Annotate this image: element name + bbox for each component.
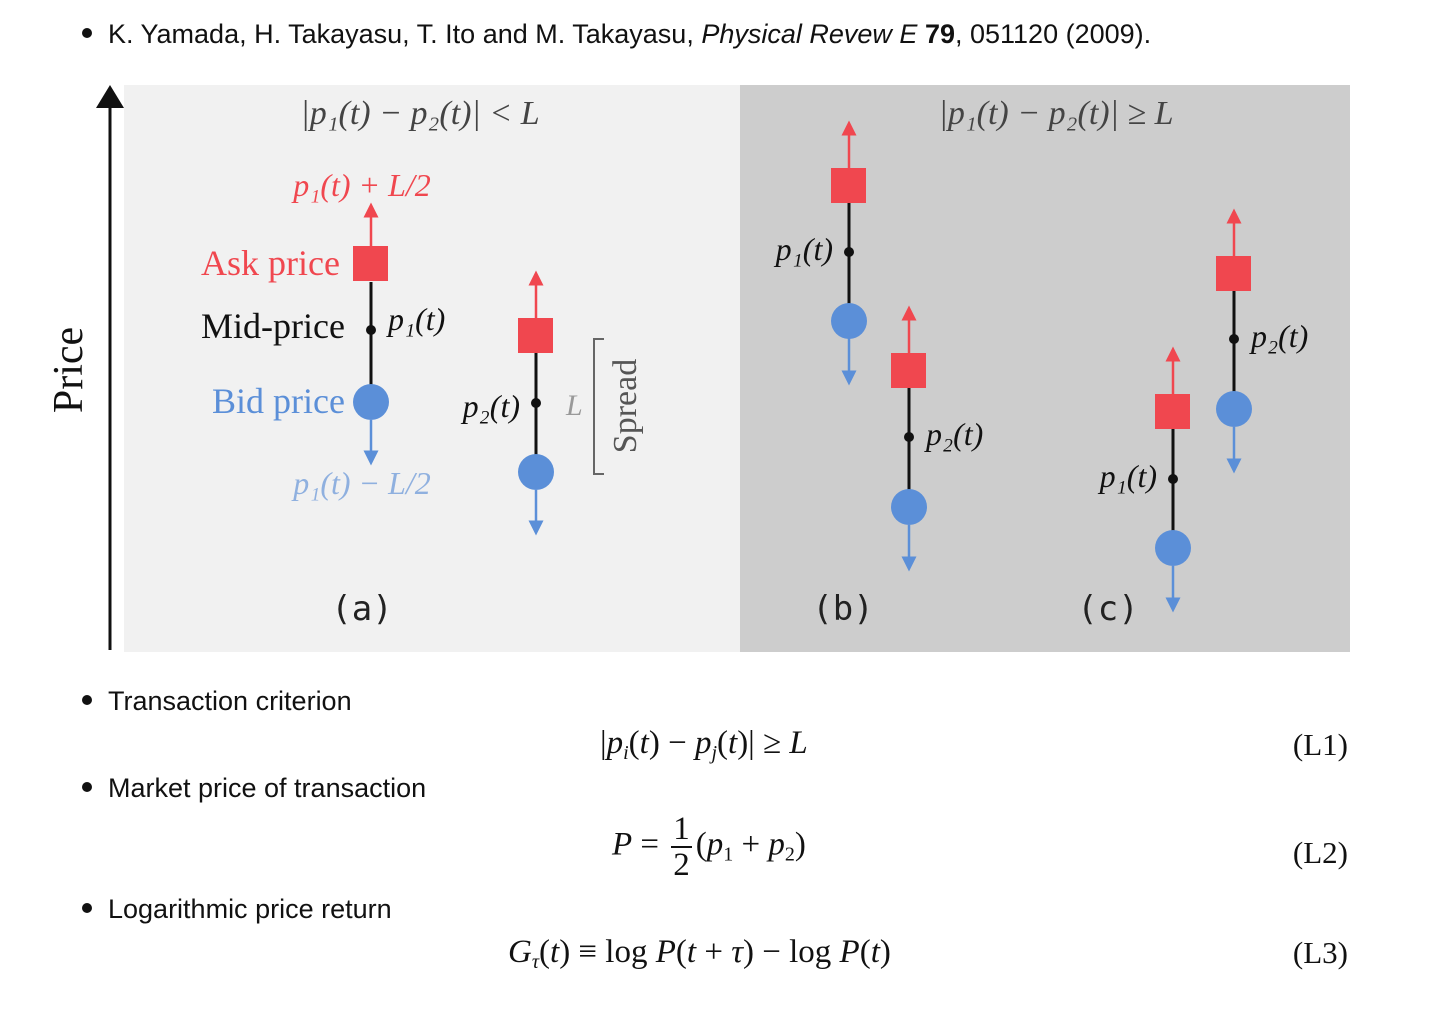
price-axis-label: Price <box>46 327 92 413</box>
bullet-dot <box>82 902 92 913</box>
bid-circle-c1 <box>1155 530 1191 566</box>
equation-number-L1: (L1) <box>1292 727 1348 762</box>
bullet-market-price: Market price of transaction <box>82 773 426 804</box>
p1-label-a: p₁(t) <box>386 301 445 337</box>
p2-label-c: p₂(t) <box>1249 318 1308 354</box>
reference-volume: 79 <box>924 19 955 49</box>
reference-rest: , 051120 (2009). <box>954 19 1152 49</box>
bid-price-label: Bid price <box>212 381 345 421</box>
bid-circle-b1 <box>831 303 867 339</box>
bid-circle-a2 <box>518 454 554 490</box>
bullet-dot <box>82 781 92 792</box>
equation-L2: P = 1 2 (p1 + p2) <box>612 811 806 883</box>
p2-label-a: p₂(t) <box>461 388 520 424</box>
reference-authors: K. Yamada, H. Takayasu, T. Ito and M. Ta… <box>108 19 702 49</box>
equation-L1: |pi(t) − pj(t)| ≥ L <box>600 725 808 764</box>
bid-circle-a1 <box>353 384 389 420</box>
ask-square-a2 <box>518 318 553 353</box>
panel-a-background <box>124 85 740 652</box>
equation-number-L3: (L3) <box>1292 935 1348 970</box>
ask-square-a1 <box>353 246 388 281</box>
bullet-log-return: Logarithmic price return <box>82 894 392 925</box>
ask-square-b1 <box>831 168 866 203</box>
p1-label-c: p₁(t) <box>1098 458 1157 494</box>
equation-number-L2: (L2) <box>1292 835 1348 870</box>
p2-label-b: p₂(t) <box>924 416 983 452</box>
spread-label: Spread <box>607 359 644 453</box>
mid-dot-c2 <box>1229 334 1239 344</box>
ask-square-c1 <box>1155 394 1190 429</box>
upper-bound-label: p₁(t) + L/2 <box>291 167 431 203</box>
mid-dot-b1 <box>844 247 854 257</box>
p1-label-b: p₁(t) <box>774 231 833 267</box>
panel-b-label: (b) <box>812 589 873 629</box>
ask-square-b2 <box>891 353 926 388</box>
ask-square-c2 <box>1216 256 1251 291</box>
reference-citation: K. Yamada, H. Takayasu, T. Ito and M. Ta… <box>82 14 1151 54</box>
ask-price-label: Ask price <box>201 243 340 283</box>
mid-price-label: Mid-price <box>201 306 345 346</box>
spread-bracket <box>593 338 604 475</box>
bullet-text: Transaction criterion <box>108 686 352 716</box>
fraction-numerator: 1 <box>671 811 692 848</box>
panel-a-label: (a) <box>331 589 392 629</box>
bullet-text: Market price of transaction <box>108 773 427 803</box>
mid-dot-a2 <box>531 398 541 408</box>
panel-bc-condition: |p₁(t) − p₂(t)| ≥ L <box>938 95 1173 132</box>
mid-dot-a1 <box>366 325 376 335</box>
bullet-dot <box>82 694 92 705</box>
panel-a-condition: |p₁(t) − p₂(t)| < L <box>300 95 539 132</box>
bid-circle-c2 <box>1216 391 1252 427</box>
reference-journal: Physical Revew E <box>701 19 918 49</box>
bullet-transaction-criterion: Transaction criterion <box>82 686 352 717</box>
equation-L3: Gτ(t) ≡ log P(t + τ) − log P(t) <box>508 934 891 973</box>
price-axis-arrow-icon <box>96 85 124 108</box>
panel-c-label: (c) <box>1077 589 1138 629</box>
bid-circle-b2 <box>891 489 927 525</box>
mid-price-figure: Price |p₁(t) − p₂(t)| < L p₁(t) + L/2 As… <box>46 85 1350 652</box>
L-label: L <box>565 389 583 422</box>
mid-dot-c1 <box>1168 474 1178 484</box>
bullet-text: Logarithmic price return <box>108 894 392 924</box>
fraction-denominator: 2 <box>673 847 690 883</box>
bullet-dot <box>82 27 92 38</box>
mid-dot-b2 <box>904 432 914 442</box>
lower-bound-label: p₁(t) − L/2 <box>291 465 431 501</box>
